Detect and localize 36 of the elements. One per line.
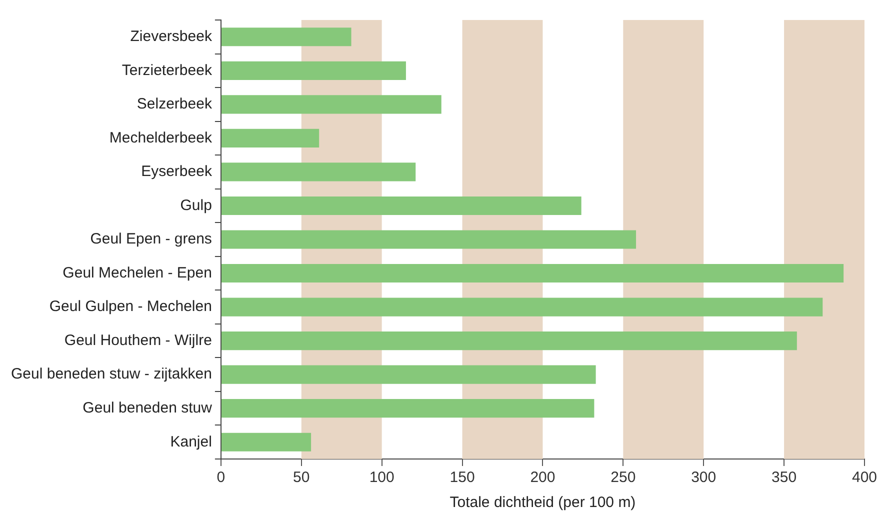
x-tick-label: 50 xyxy=(293,469,310,486)
y-tick-label: Geul Mechelen - Epen xyxy=(62,264,212,282)
x-tick-label: 300 xyxy=(691,469,716,486)
y-tick-label: Mechelderbeek xyxy=(109,129,212,146)
bar xyxy=(221,432,312,452)
bar xyxy=(221,399,594,418)
bar xyxy=(221,95,442,114)
bar xyxy=(221,332,797,350)
y-tick-label: Geul Gulpen - Mechelen xyxy=(49,298,212,316)
x-tick-label: 250 xyxy=(610,469,636,486)
y-tick-label: Geul beneden stuw - zijtakken xyxy=(10,366,212,383)
x-tick-label: 150 xyxy=(450,469,475,486)
y-tick-label: Terzieterbeek xyxy=(122,62,212,79)
bar xyxy=(221,162,416,182)
bar xyxy=(221,196,582,216)
bar xyxy=(221,264,844,283)
bar xyxy=(221,298,823,316)
bar xyxy=(221,61,406,80)
y-tick-label: Kanjel xyxy=(170,433,212,450)
x-tick-label: 400 xyxy=(852,469,877,486)
x-tick-label: 0 xyxy=(216,469,226,486)
y-tick-label: Geul Epen - grens xyxy=(90,230,212,248)
y-tick-label: Zieversbeek xyxy=(130,28,212,46)
x-tick-label: 200 xyxy=(530,469,556,486)
bar xyxy=(221,128,320,148)
x-axis-title: Totale dichtheid (per 100 m) xyxy=(450,494,636,512)
bar xyxy=(221,230,636,249)
x-tick-label: 350 xyxy=(772,469,797,486)
bar xyxy=(221,365,596,384)
bar xyxy=(221,28,352,46)
y-tick-label: Geul Houthem - Wijlre xyxy=(64,332,212,349)
y-tick-label: Geul beneden stuw xyxy=(82,399,212,416)
y-tick-label: Eyserbeek xyxy=(141,163,212,180)
y-tick-label: Selzerbeek xyxy=(136,96,212,113)
y-tick-label: Gulp xyxy=(180,196,212,214)
x-tick-label: 100 xyxy=(369,469,394,486)
